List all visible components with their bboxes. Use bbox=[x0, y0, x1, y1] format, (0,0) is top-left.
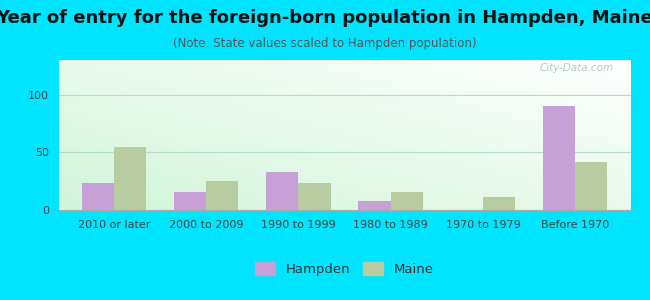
Bar bbox=[575, 161, 608, 210]
Bar bbox=[483, 197, 515, 210]
Bar bbox=[266, 172, 298, 210]
Bar bbox=[114, 146, 146, 210]
Text: Year of entry for the foreign-born population in Hampden, Maine: Year of entry for the foreign-born popul… bbox=[0, 9, 650, 27]
Bar bbox=[81, 184, 114, 210]
Bar bbox=[391, 191, 423, 210]
Bar bbox=[206, 181, 239, 210]
Bar bbox=[174, 191, 206, 210]
Bar bbox=[358, 201, 391, 210]
Text: City-Data.com: City-Data.com bbox=[540, 63, 614, 73]
Bar bbox=[543, 106, 575, 210]
Legend: Hampden, Maine: Hampden, Maine bbox=[250, 257, 439, 281]
Text: (Note: State values scaled to Hampden population): (Note: State values scaled to Hampden po… bbox=[174, 38, 476, 50]
Bar bbox=[298, 184, 331, 210]
